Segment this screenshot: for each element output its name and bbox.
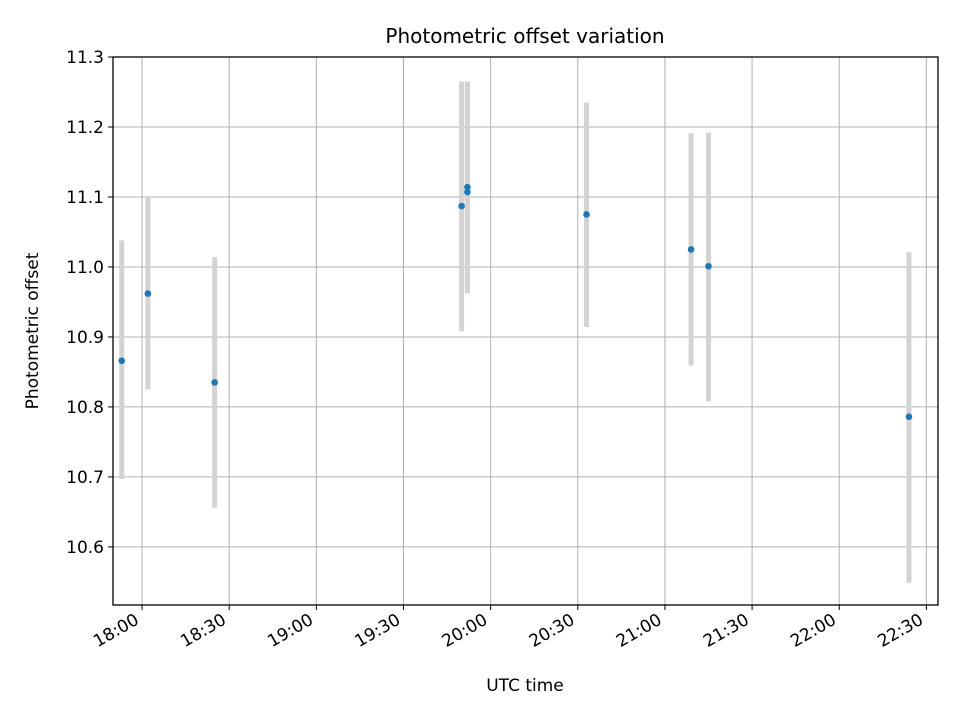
data-point: [705, 262, 712, 270]
data-point: [464, 188, 471, 196]
y-axis: 10.6 10.7 10.8 10.9 11.0 11.1 11.2 11.3: [66, 48, 113, 558]
y-tick-label: 11.3: [66, 48, 104, 68]
y-tick-label: 10.8: [66, 398, 104, 418]
error-bars: [119, 81, 912, 583]
data-point: [905, 413, 913, 421]
y-tick-label: 10.6: [66, 538, 104, 558]
x-tick-label: 22:30: [874, 610, 926, 652]
y-tick-label: 10.9: [66, 328, 104, 348]
x-tick-label: 21:30: [700, 610, 752, 652]
x-tick-label: 19:00: [264, 610, 316, 652]
y-tick-label: 11.1: [66, 188, 104, 208]
x-tick-label: 18:00: [90, 610, 142, 652]
y-tick-label: 11.0: [66, 258, 104, 278]
data-point: [118, 357, 126, 365]
x-axis: 18:00 18:30 19:00 19:30 20:00 20:30 21:00 21:30…: [90, 605, 927, 652]
x-tick-label: 21:00: [613, 610, 665, 652]
data-point: [458, 202, 465, 210]
data-point: [144, 290, 152, 297]
y-tick-label: 10.7: [66, 468, 104, 488]
x-tick-label: 20:30: [526, 610, 578, 652]
x-tick-label: 18:30: [177, 610, 229, 652]
data-point: [464, 183, 471, 191]
grid: [113, 56, 938, 605]
x-tick-label: 22:00: [787, 610, 839, 652]
data-point: [687, 246, 695, 253]
chart-title: Photometric offset variation: [385, 24, 664, 48]
plot-frame: [112, 56, 939, 606]
x-tick-label: 19:30: [352, 610, 404, 652]
data-point: [211, 379, 218, 386]
data-points: [118, 183, 913, 421]
y-tick-label: 11.2: [66, 118, 104, 138]
x-axis-title: UTC time: [486, 676, 564, 696]
x-tick-label: 20:00: [439, 610, 491, 652]
y-axis-title: Photometric offset: [23, 252, 43, 409]
data-point: [583, 211, 590, 218]
